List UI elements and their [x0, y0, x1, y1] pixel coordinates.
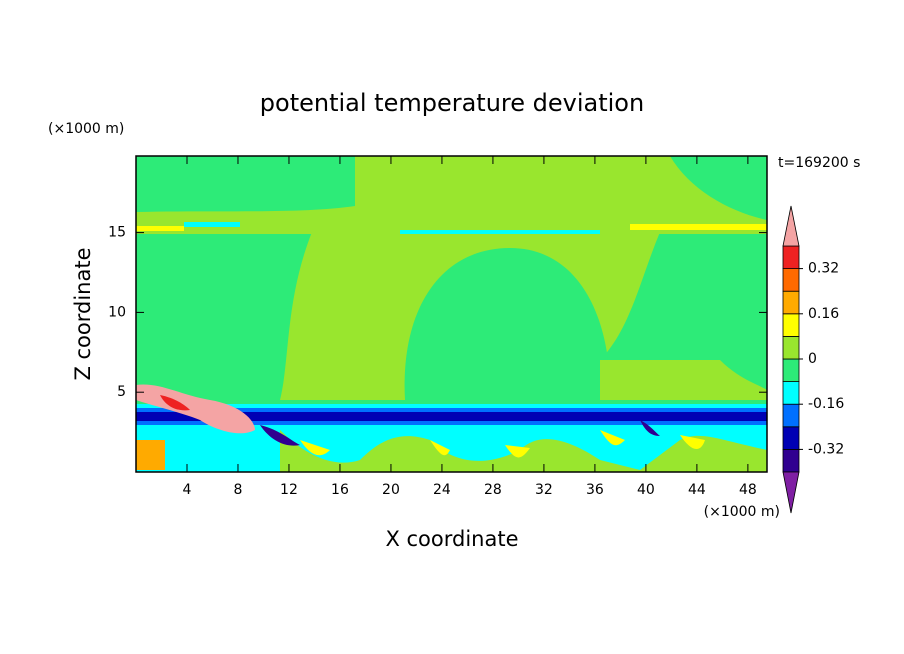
x-tick-label: 16: [331, 482, 349, 498]
x-tick-label: 44: [688, 482, 706, 498]
colorbar-tick-label: 0.16: [808, 306, 839, 322]
y-tick-label: 5: [117, 384, 126, 400]
y-unit: (×1000 m): [48, 121, 124, 137]
x-tick-label: 32: [535, 482, 553, 498]
y-tick-label: 10: [108, 304, 126, 320]
x-tick-label: 28: [484, 482, 502, 498]
colorbar-box: [782, 403, 800, 428]
field-region: [136, 408, 767, 414]
field-region: [136, 156, 767, 234]
colorbar-tick-label: 0: [808, 351, 817, 367]
colorbar-box: [782, 335, 800, 360]
x-tick-label: 20: [382, 482, 400, 498]
colorbar-box: [782, 313, 800, 337]
plot-frame: [135, 155, 768, 473]
colorbar-box: [782, 268, 800, 292]
marks: 4 8 12 16 20 24 28 32 36 40 44 4851015-0.32-0.1600.…: [108, 156, 844, 514]
x-tick-label: 40: [637, 482, 655, 498]
chart-title: potential temperature deviation: [260, 89, 644, 117]
colorbar-tick-label: -0.16: [808, 396, 844, 412]
field-region: [630, 224, 767, 230]
x-axis-label: X coordinate: [385, 527, 518, 551]
x-tick-label: 48: [739, 482, 757, 498]
colorbar-box: [782, 448, 800, 473]
field-region: [400, 230, 600, 234]
colorbar-box: [782, 381, 800, 405]
field-region: [136, 421, 767, 425]
field-region: [160, 395, 190, 411]
field-region: [136, 412, 767, 421]
colorbar-tick-label: 0.32: [808, 261, 839, 277]
x-tick-label: 24: [433, 482, 451, 498]
colorbar-box: [782, 426, 800, 450]
x-tick-label: 36: [586, 482, 604, 498]
colorbar-box: [782, 290, 800, 315]
annotation: t=169200 s: [778, 155, 860, 171]
field-region: [600, 360, 767, 400]
field-region: [404, 248, 611, 400]
x-tick-label: 8: [234, 482, 243, 498]
field-region: [136, 440, 165, 470]
field-region: [184, 222, 240, 227]
contour-field: [136, 156, 767, 472]
colorbar-under: [782, 471, 800, 514]
colorbar-box: [782, 245, 800, 270]
x-tick-label: 12: [280, 482, 298, 498]
colorbar-tick-label: -0.32: [808, 441, 844, 457]
x-unit: (×1000 m): [704, 504, 780, 520]
colorbar-box: [782, 358, 800, 383]
y-tick-label: 15: [108, 225, 126, 241]
colorbar-over: [782, 205, 800, 247]
x-tick-label: 4: [183, 482, 192, 498]
y-axis-label: Z coordinate: [71, 247, 95, 380]
field-region: [136, 226, 184, 231]
